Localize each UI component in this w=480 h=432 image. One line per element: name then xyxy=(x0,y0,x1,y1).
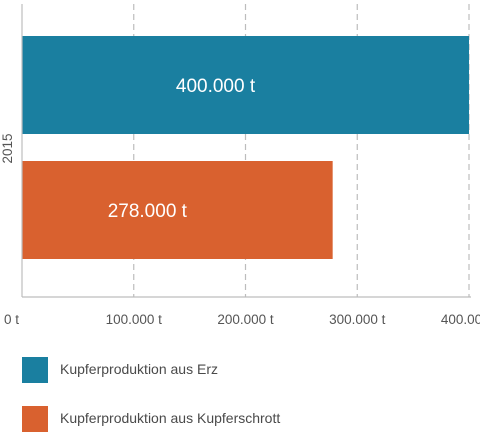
axes: 0 t 100.000 t 200.000 t 300.000 t 400.000 t 2… xyxy=(0,4,480,327)
legend-swatch-schrott xyxy=(22,406,48,432)
legend-item-erz: Kupferproduktion aus Erz xyxy=(22,357,462,383)
category-label-2015: 2015 xyxy=(0,133,15,163)
legend-label-schrott: Kupferproduktion aus Kupferschrott xyxy=(60,410,281,426)
data-label-series-0: 400.000 t xyxy=(176,76,256,97)
data-label-series-1: 278.000 t xyxy=(108,201,188,222)
x-tick-label-3: 300.000 t xyxy=(329,312,386,327)
bars: 400.000 t 278.000 t xyxy=(22,36,469,259)
bar-series-1 xyxy=(22,161,333,259)
x-tick-label-0: 0 t xyxy=(4,312,19,327)
legend-item-schrott: Kupferproduktion aus Kupferschrott xyxy=(22,406,462,432)
x-tick-label-4: 400.000 t xyxy=(441,312,480,327)
legend-label-erz: Kupferproduktion aus Erz xyxy=(60,361,218,377)
x-tick-label-1: 100.000 t xyxy=(106,312,163,327)
legend-swatch-erz xyxy=(22,357,48,383)
bar-series-0 xyxy=(22,36,469,134)
x-tick-label-2: 200.000 t xyxy=(217,312,274,327)
